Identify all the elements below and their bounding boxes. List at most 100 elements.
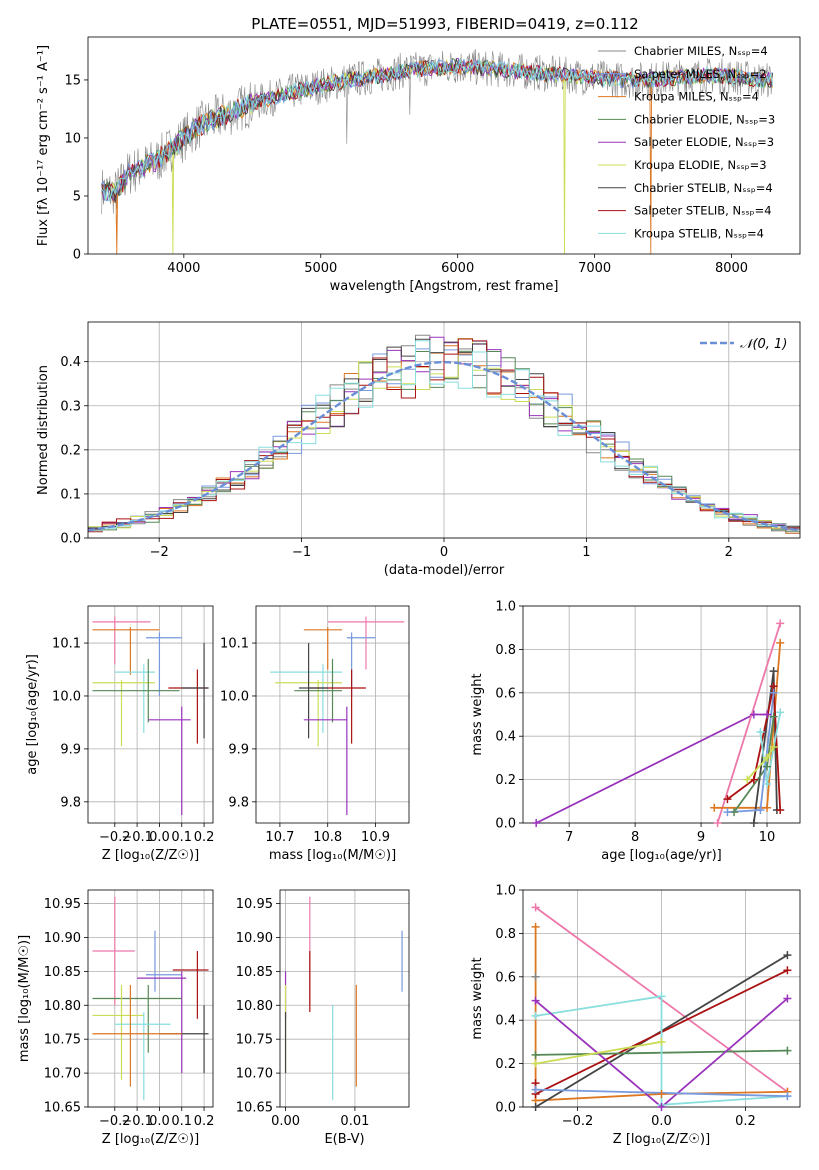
y-tick-label: 1.0: [495, 600, 516, 615]
weight-marker: [531, 1103, 540, 1111]
y-tick-label: 10.95: [236, 897, 273, 912]
y-tick-label: 9.8: [228, 795, 249, 810]
weight-line: [716, 623, 782, 823]
x-axis-label: (data-model)/error: [384, 563, 505, 578]
x-tick-label: 0.0: [149, 1114, 170, 1129]
y-tick-label: 0.0: [495, 817, 516, 832]
x-tick-label: 7: [565, 830, 573, 845]
x-axis-label: E(B-V): [324, 1132, 364, 1147]
x-tick-label: 2: [725, 545, 733, 560]
weight-line: [535, 1041, 662, 1065]
weight-marker: [743, 775, 752, 784]
legend-entry: Chabrier STELIB, Nₛₛₚ=4: [634, 181, 773, 195]
x-tick-label: 6000: [441, 261, 474, 276]
weight-marker: [723, 795, 732, 804]
weight-marker: [657, 992, 666, 1001]
y-tick-label: 5: [73, 189, 81, 204]
x-tick-label: −0.1: [121, 830, 153, 845]
y-tick-label: 0.4: [60, 355, 81, 370]
y-tick-label: 10.0: [52, 689, 81, 704]
x-tick-label: 0.01: [340, 1114, 369, 1129]
legend-entry: Chabrier ELODIE, Nₛₛₚ=3: [634, 112, 775, 126]
x-tick-label: 10.7: [265, 830, 294, 845]
weight-marker: [776, 619, 785, 628]
mass_vs_EBV-frame: [279, 889, 410, 1108]
legend-entry: Kroupa MILES, Nₛₛₚ=4: [634, 90, 759, 104]
weight-marker: [531, 996, 540, 1005]
x-axis-label: Z [log₁₀(Z/Z☉)]: [613, 1132, 710, 1147]
y-tick-label: 0.2: [495, 1057, 516, 1072]
y-axis-label: mass weight: [470, 673, 485, 755]
x-axis-label: Z [log₁₀(Z/Z☉)]: [102, 848, 199, 863]
weight-marker: [763, 753, 772, 762]
weight-marker: [769, 712, 778, 721]
y-tick-label: 0.0: [495, 1101, 516, 1116]
y-tick-label: 10.1: [220, 637, 249, 652]
weight-line: [726, 686, 782, 811]
legend-entry: Salpeter MILES, Nₛₛₚ=2: [634, 67, 767, 81]
legend-entry: Chabrier MILES, Nₛₛₚ=4: [634, 44, 768, 58]
age_vs_Z-frame: [87, 605, 214, 824]
y-tick-label: 9.9: [60, 742, 81, 757]
x-tick-label: 1: [582, 545, 590, 560]
y-tick-label: 10.85: [236, 965, 273, 980]
x-axis-label: Z [log₁₀(Z/Z☉)]: [102, 1132, 199, 1147]
weight-marker: [756, 805, 765, 814]
weight-marker: [763, 710, 772, 719]
x-tick-label: 9: [697, 830, 705, 845]
y-tick-label: 0.6: [495, 686, 516, 701]
y-tick-label: 10.70: [236, 1067, 273, 1082]
y-tick-label: 1.0: [495, 884, 516, 899]
legend-entry: Salpeter STELIB, Nₛₛₚ=4: [634, 204, 772, 218]
weight_vs_age-panel: 7 8 9 10 0.0 0.2 0.4 0.6 0.8 1.0 age [log₁₀(age/yr…: [470, 600, 801, 863]
y-tick-label: 10: [64, 131, 81, 146]
weight-marker: [531, 1059, 540, 1068]
x-tick-label: 0.00: [271, 1114, 300, 1129]
y-tick-label: 10.65: [236, 1101, 273, 1116]
y-tick-label: 10.80: [44, 999, 81, 1014]
weight-marker: [776, 805, 785, 814]
y-tick-label: 0.2: [495, 773, 516, 788]
y-tick-label: 15: [64, 73, 81, 88]
y-tick-label: 10.0: [220, 689, 249, 704]
residuals-marks: [88, 334, 800, 534]
y-axis-label: mass weight: [470, 957, 485, 1039]
y-axis-label: age [log₁₀(age/yr)]: [25, 654, 40, 775]
y-tick-label: 9.8: [60, 795, 81, 810]
weight-marker: [657, 1089, 666, 1098]
weight-marker: [531, 1085, 540, 1094]
weight-line: [535, 995, 788, 1106]
legend-entry: Salpeter ELODIE, Nₛₛₚ=3: [634, 135, 774, 149]
age_vs_Z-panel: −0.2−0.10.0 0.1 0.2 9.8 9.9 10.0 10.1 Z [log₁₀(…: [25, 605, 214, 863]
weight-marker: [783, 966, 792, 975]
y-tick-label: 0: [73, 248, 81, 263]
y-tick-label: 0.1: [60, 487, 81, 502]
x-tick-label: 0.1: [171, 1114, 192, 1129]
histogram-series: [88, 338, 800, 533]
y-tick-label: 9.9: [228, 742, 249, 757]
spectrum-frame: [87, 36, 801, 255]
x-tick-label: 10: [759, 830, 776, 845]
y-tick-label: 10.70: [44, 1067, 81, 1082]
weight-marker: [783, 1046, 792, 1055]
x-tick-label: 10.9: [361, 830, 390, 845]
x-axis-label: mass [log₁₀(M/M☉)]: [269, 848, 396, 863]
spectrum-marks: [101, 49, 774, 254]
weight-marker: [749, 710, 758, 719]
weight-marker: [783, 951, 792, 960]
x-tick-label: −2: [150, 545, 169, 560]
spectrum-line-kroupa-stelib: [101, 58, 774, 202]
y-tick-label: 10.75: [236, 1033, 273, 1048]
weight-marker: [783, 1092, 792, 1101]
weight-marker: [763, 803, 772, 812]
y-tick-label: 10.1: [52, 637, 81, 652]
weight-marker: [769, 743, 778, 752]
histogram-series: [88, 336, 800, 531]
x-tick-label: −1: [292, 545, 311, 560]
age_vs_Z-marks: [92, 616, 209, 816]
mass_vs_EBV-marks: [284, 896, 403, 1101]
weight-marker: [776, 638, 785, 647]
y-tick-label: 10.75: [44, 1033, 81, 1048]
weight-marker: [531, 922, 540, 931]
